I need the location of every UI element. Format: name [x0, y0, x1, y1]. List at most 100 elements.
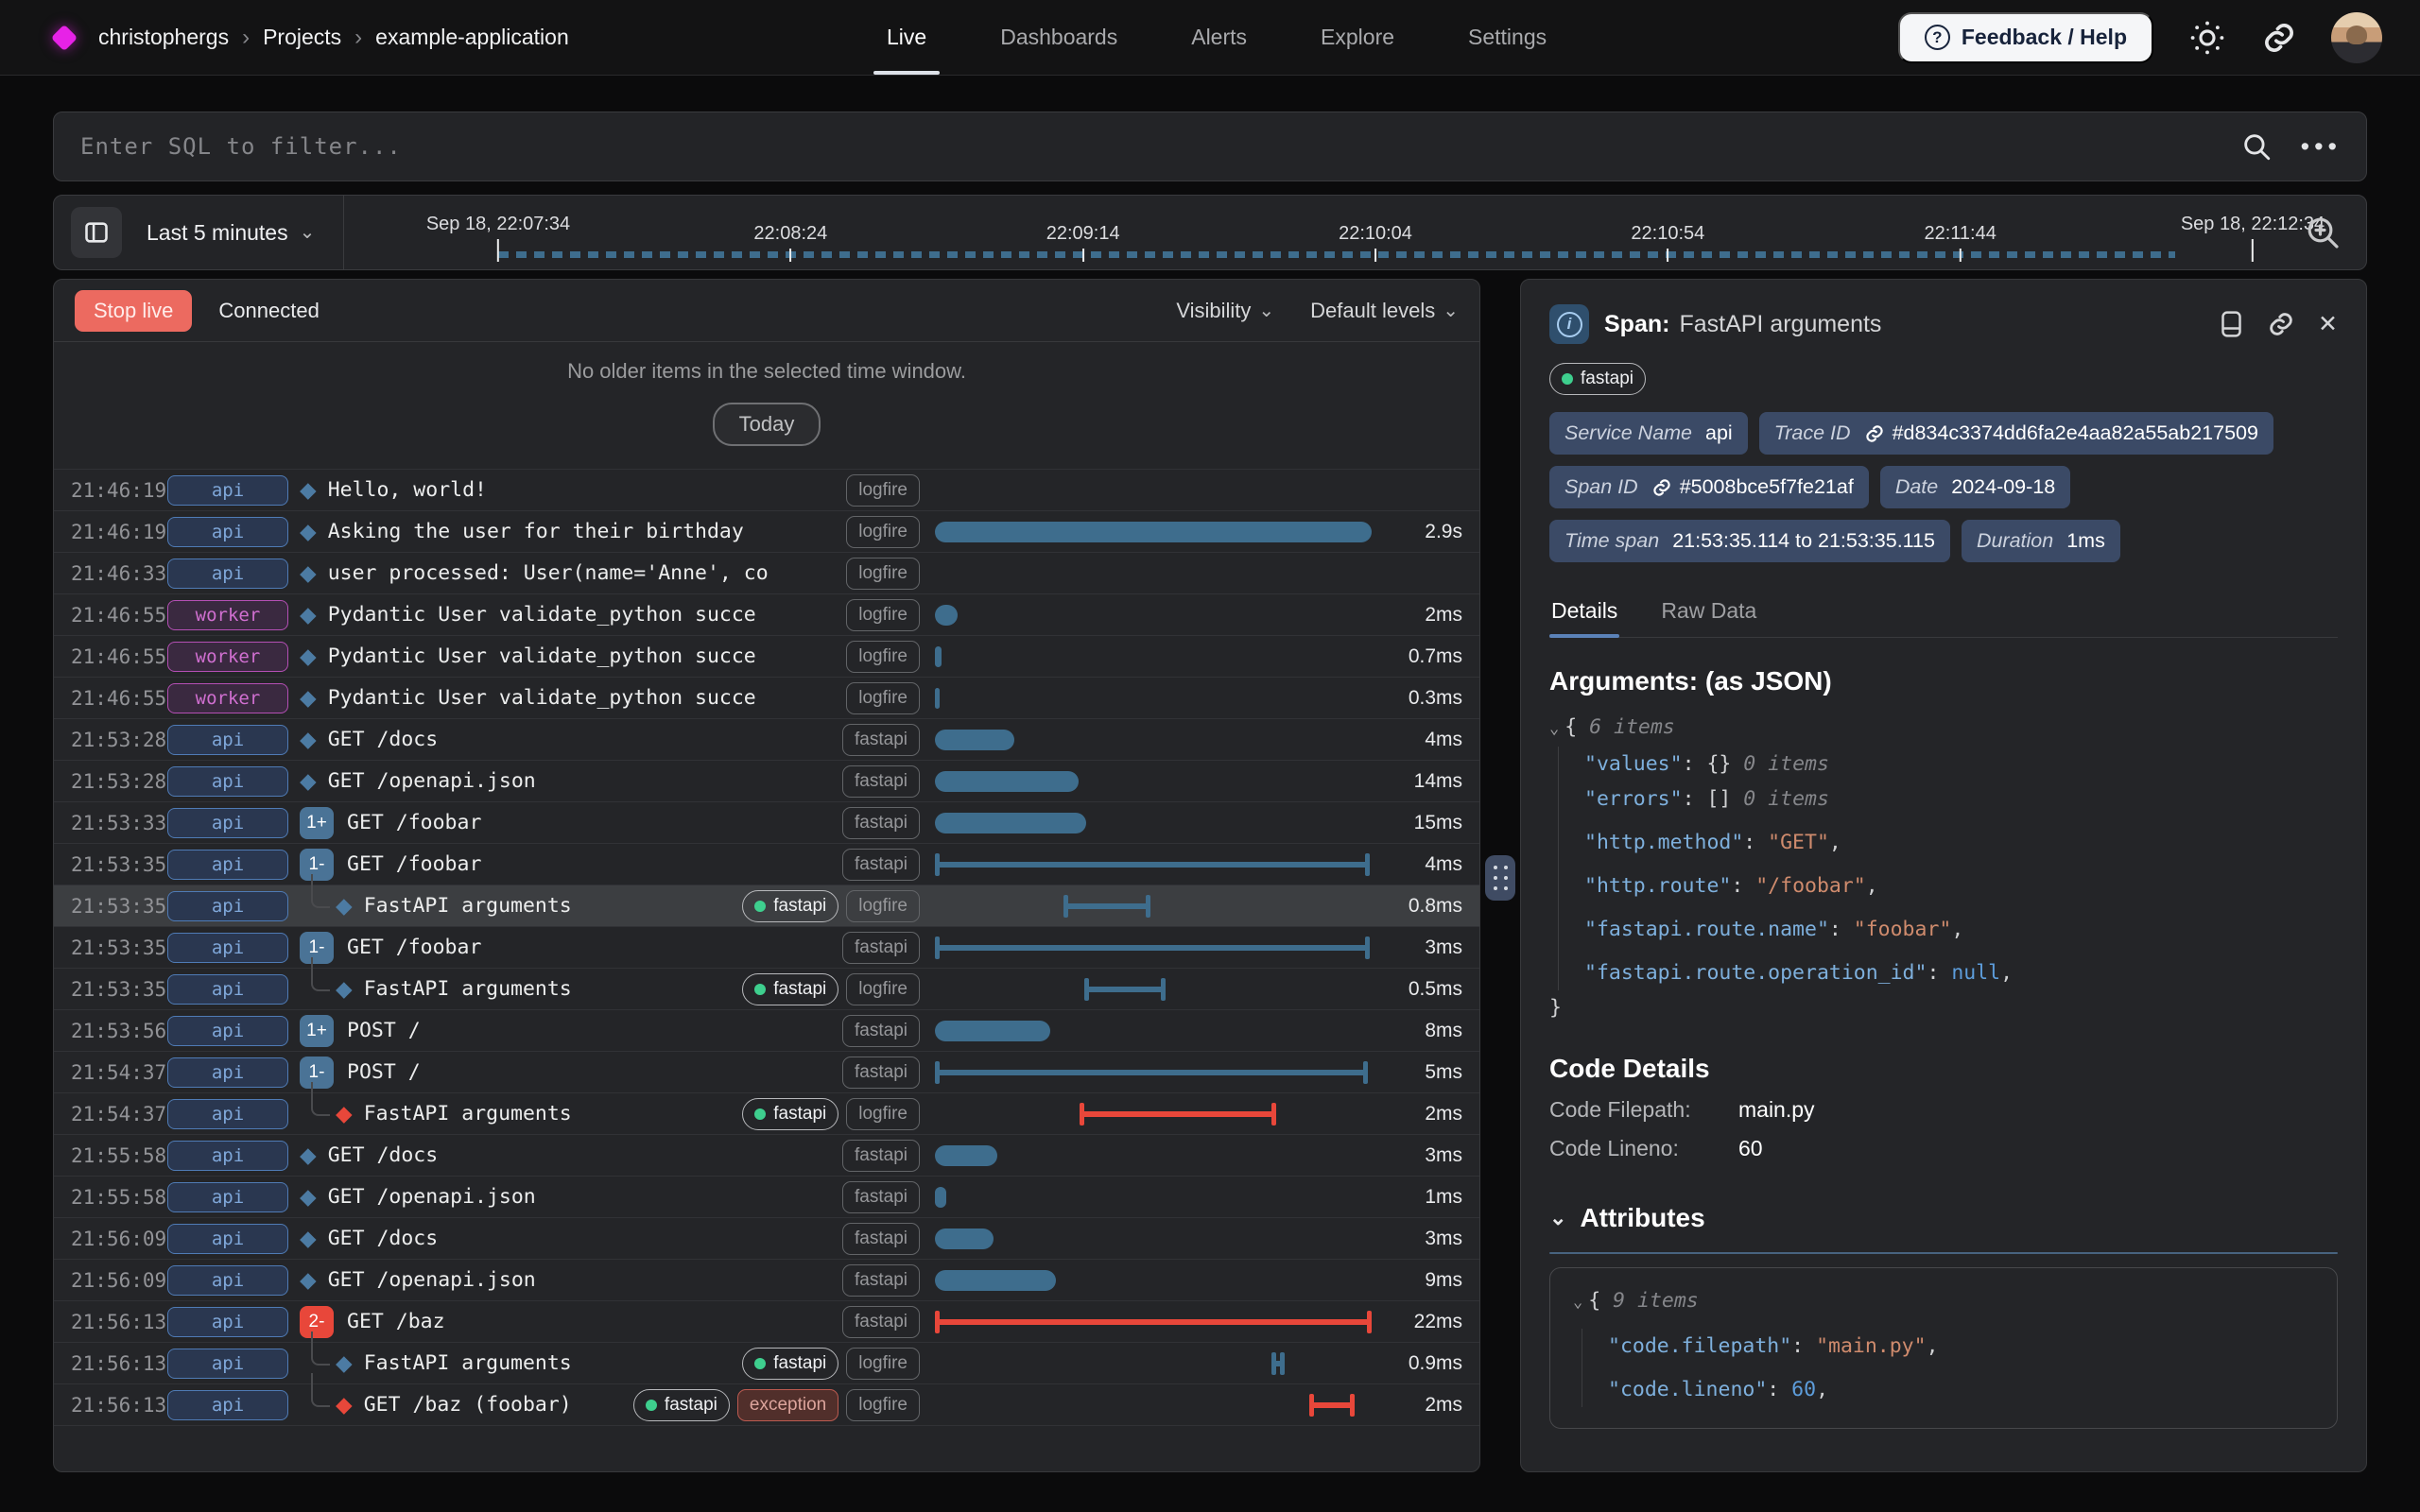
visibility-dropdown[interactable]: Visibility ⌄: [1176, 299, 1274, 323]
env-tag-api[interactable]: api: [167, 1182, 288, 1212]
arguments-json-viewer[interactable]: ⌄{ 6 items"values": {} 0 items"errors": …: [1549, 710, 2338, 1025]
list-item[interactable]: 21:53:33api1+GET /foobarfastapi15ms: [54, 802, 1479, 844]
meta-pill-service-name[interactable]: Service Nameapi: [1549, 412, 1748, 455]
copy-link-icon[interactable]: [2267, 310, 2295, 338]
list-item[interactable]: 21:56:09api◆GET /openapi.jsonfastapi9ms: [54, 1260, 1479, 1301]
tag-fastapi[interactable]: fastapi: [842, 807, 920, 839]
close-icon[interactable]: ✕: [2318, 310, 2338, 338]
list-item[interactable]: 21:56:09api◆GET /docsfastapi3ms: [54, 1218, 1479, 1260]
meta-pill-duration[interactable]: Duration1ms: [1962, 520, 2120, 562]
tag-logfire[interactable]: logfire: [846, 474, 920, 507]
tag-fastapi[interactable]: fastapi: [842, 1015, 920, 1047]
tag-logfire[interactable]: logfire: [846, 516, 920, 548]
nav-item-settings[interactable]: Settings: [1468, 0, 1547, 75]
list-item[interactable]: 21:54:37api1-POST /fastapi5ms: [54, 1052, 1479, 1093]
tag-fastapi[interactable]: fastapi: [742, 973, 838, 1005]
zoom-in-icon[interactable]: [2304, 214, 2342, 251]
env-tag-api[interactable]: api: [167, 1016, 288, 1046]
env-tag-api[interactable]: api: [167, 558, 288, 589]
splitter-grip-handle[interactable]: [1485, 855, 1515, 901]
tag-fastapi[interactable]: fastapi: [842, 849, 920, 881]
list-item[interactable]: 21:56:13api◆GET /baz (foobar)fastapiexce…: [54, 1384, 1479, 1426]
tag-logfire[interactable]: logfire: [846, 1098, 920, 1130]
env-tag-api[interactable]: api: [167, 850, 288, 880]
feedback-help-button[interactable]: ? Feedback / Help: [1898, 12, 2153, 63]
env-tag-api[interactable]: api: [167, 725, 288, 755]
list-item[interactable]: 21:53:35api◆FastAPI argumentsfastapilogf…: [54, 885, 1479, 927]
timeline-ticks[interactable]: Sep 18, 22:07:3422:08:2422:09:1422:10:04…: [498, 196, 2253, 269]
logfire-logo-icon[interactable]: [51, 24, 78, 50]
user-avatar[interactable]: [2331, 12, 2382, 63]
collapse-badge[interactable]: 1+: [300, 1015, 334, 1047]
sidebar-toggle-button[interactable]: [71, 207, 122, 258]
nav-item-live[interactable]: Live: [887, 0, 926, 75]
tag-fastapi[interactable]: fastapi: [842, 1264, 920, 1297]
env-tag-api[interactable]: api: [167, 974, 288, 1005]
more-options-icon[interactable]: •••: [2301, 132, 2342, 162]
nav-item-alerts[interactable]: Alerts: [1191, 0, 1247, 75]
tag-fastapi[interactable]: fastapi: [742, 1348, 838, 1380]
env-tag-worker[interactable]: worker: [167, 600, 288, 630]
tag-fastapi[interactable]: fastapi: [633, 1389, 730, 1421]
env-tag-api[interactable]: api: [167, 1307, 288, 1337]
env-tag-api[interactable]: api: [167, 891, 288, 921]
list-item[interactable]: 21:46:55worker◆Pydantic User validate_py…: [54, 594, 1479, 636]
nav-item-explore[interactable]: Explore: [1321, 0, 1394, 75]
env-tag-api[interactable]: api: [167, 517, 288, 547]
env-tag-api[interactable]: api: [167, 1141, 288, 1171]
list-item[interactable]: 21:46:19api◆Hello, world!logfire: [54, 470, 1479, 511]
meta-pill-date[interactable]: Date2024-09-18: [1880, 466, 2070, 508]
tag-fastapi[interactable]: fastapi: [842, 1057, 920, 1089]
tag-fastapi[interactable]: fastapi: [842, 765, 920, 798]
span-service-tag[interactable]: fastapi: [1549, 363, 1646, 395]
env-tag-api[interactable]: api: [167, 933, 288, 963]
dock-panel-icon[interactable]: [2219, 310, 2244, 338]
tag-logfire[interactable]: logfire: [846, 1348, 920, 1380]
meta-pill-trace-id[interactable]: Trace ID#d834c3374dd6fa2e4aa82a55ab21750…: [1759, 412, 2273, 455]
breadcrumb-item[interactable]: christophergs: [98, 25, 229, 50]
sql-filter-bar[interactable]: Enter SQL to filter... •••: [53, 112, 2367, 181]
tag-fastapi[interactable]: fastapi: [742, 890, 838, 922]
tag-logfire[interactable]: logfire: [846, 1389, 920, 1421]
env-tag-worker[interactable]: worker: [167, 683, 288, 713]
today-button[interactable]: Today: [713, 403, 821, 446]
breadcrumb-item[interactable]: example-application: [375, 25, 569, 50]
env-tag-worker[interactable]: worker: [167, 642, 288, 672]
attributes-json-viewer[interactable]: ⌄{ 9 items"code.filepath": "main.py","co…: [1573, 1283, 2314, 1407]
env-tag-api[interactable]: api: [167, 1390, 288, 1420]
env-tag-api[interactable]: api: [167, 808, 288, 838]
list-item[interactable]: 21:53:35api1-GET /foobarfastapi3ms: [54, 927, 1479, 969]
tab-raw-data[interactable]: Raw Data: [1659, 589, 1758, 637]
list-item[interactable]: 21:53:56api1+POST /fastapi8ms: [54, 1010, 1479, 1052]
tag-logfire[interactable]: logfire: [846, 641, 920, 673]
env-tag-api[interactable]: api: [167, 1099, 288, 1129]
share-link-icon[interactable]: [2261, 20, 2297, 56]
list-item[interactable]: 21:56:13api◆FastAPI argumentsfastapilogf…: [54, 1343, 1479, 1384]
list-item[interactable]: 21:55:58api◆GET /openapi.jsonfastapi1ms: [54, 1177, 1479, 1218]
collapse-badge[interactable]: 1+: [300, 807, 334, 839]
tag-fastapi[interactable]: fastapi: [842, 1181, 920, 1213]
nav-item-dashboards[interactable]: Dashboards: [1000, 0, 1117, 75]
meta-pill-span-id[interactable]: Span ID#5008bce5f7fe21af: [1549, 466, 1869, 508]
list-item[interactable]: 21:46:55worker◆Pydantic User validate_py…: [54, 636, 1479, 678]
tag-fastapi[interactable]: fastapi: [842, 932, 920, 964]
search-icon[interactable]: [2240, 130, 2273, 163]
tag-fastapi[interactable]: fastapi: [742, 1098, 838, 1130]
stop-live-button[interactable]: Stop live: [75, 290, 192, 332]
env-tag-api[interactable]: api: [167, 475, 288, 506]
list-item[interactable]: 21:53:35api◆FastAPI argumentsfastapilogf…: [54, 969, 1479, 1010]
default-levels-dropdown[interactable]: Default levels ⌄: [1310, 299, 1459, 323]
attributes-heading[interactable]: ⌄ Attributes: [1549, 1203, 2338, 1233]
tag-logfire[interactable]: logfire: [846, 682, 920, 714]
chevron-down-icon[interactable]: ⌄: [1549, 712, 1559, 747]
env-tag-api[interactable]: api: [167, 766, 288, 797]
list-item[interactable]: 21:46:19api◆Asking the user for their bi…: [54, 511, 1479, 553]
time-range-selector[interactable]: Last 5 minutes ⌄: [147, 220, 315, 246]
list-item[interactable]: 21:53:35api1-GET /foobarfastapi4ms: [54, 844, 1479, 885]
list-item[interactable]: 21:46:55worker◆Pydantic User validate_py…: [54, 678, 1479, 719]
list-item[interactable]: 21:55:58api◆GET /docsfastapi3ms: [54, 1135, 1479, 1177]
theme-toggle-icon[interactable]: [2187, 18, 2227, 58]
env-tag-api[interactable]: api: [167, 1265, 288, 1296]
env-tag-api[interactable]: api: [167, 1224, 288, 1254]
breadcrumb-item[interactable]: Projects: [263, 25, 341, 50]
